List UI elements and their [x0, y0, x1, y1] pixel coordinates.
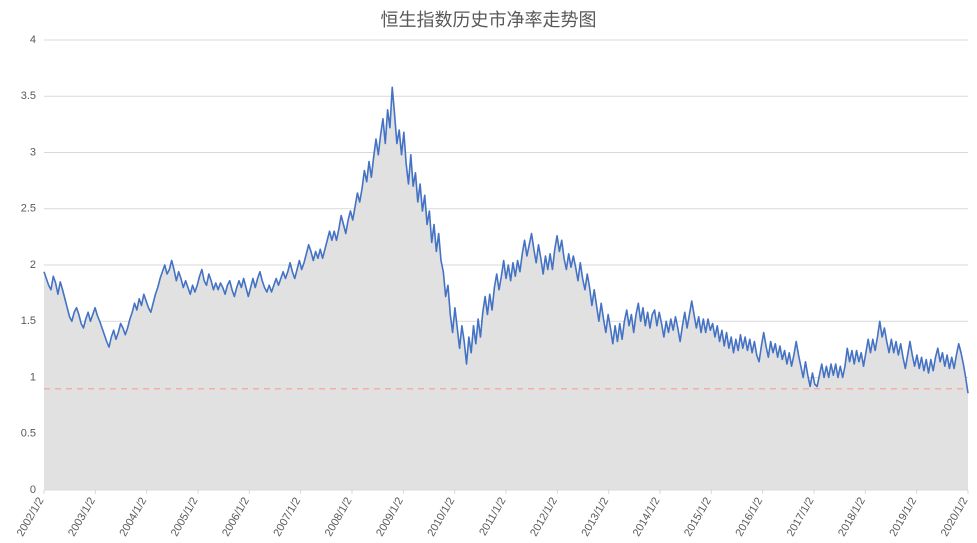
svg-text:2007/1/2: 2007/1/2 [271, 496, 303, 539]
svg-text:2017/1/2: 2017/1/2 [785, 496, 817, 539]
svg-text:2008/1/2: 2008/1/2 [323, 496, 355, 539]
svg-text:2012/1/2: 2012/1/2 [528, 496, 560, 539]
svg-text:2: 2 [30, 259, 36, 271]
svg-text:2014/1/2: 2014/1/2 [631, 496, 663, 539]
chart-svg: 0 0.5 1 1.5 2 2.5 3 3.5 4 2002/1/2 2003/1/2 2004/1/… [0, 0, 977, 543]
svg-text:2018/1/2: 2018/1/2 [836, 496, 868, 539]
svg-text:2015/1/2: 2015/1/2 [682, 496, 714, 539]
svg-text:1.5: 1.5 [21, 315, 36, 327]
svg-text:2019/1/2: 2019/1/2 [887, 496, 919, 539]
svg-text:3: 3 [30, 146, 36, 158]
svg-text:3.5: 3.5 [21, 90, 36, 102]
svg-text:2013/1/2: 2013/1/2 [579, 496, 611, 539]
svg-text:2020/1/2: 2020/1/2 [939, 496, 971, 539]
svg-text:2005/1/2: 2005/1/2 [169, 496, 201, 539]
svg-text:4: 4 [30, 34, 36, 46]
svg-text:2009/1/2: 2009/1/2 [374, 496, 406, 539]
svg-text:2006/1/2: 2006/1/2 [220, 496, 252, 539]
svg-text:2011/1/2: 2011/1/2 [477, 496, 508, 538]
svg-text:2004/1/2: 2004/1/2 [117, 496, 149, 539]
svg-text:1: 1 [30, 371, 36, 383]
chart-title: 恒生指数历史市净率走势图 [0, 6, 977, 32]
svg-text:2016/1/2: 2016/1/2 [733, 496, 765, 539]
svg-text:0: 0 [30, 484, 36, 496]
svg-text:0.5: 0.5 [21, 428, 36, 440]
svg-text:2003/1/2: 2003/1/2 [66, 496, 98, 539]
chart-container: 恒生指数历史市净率走势图 0 0.5 1 1.5 2 2.5 3 3.5 4 2002/1/2 20… [0, 0, 977, 543]
svg-text:2002/1/2: 2002/1/2 [15, 496, 47, 539]
svg-text:2010/1/2: 2010/1/2 [425, 496, 457, 539]
svg-text:2.5: 2.5 [21, 203, 36, 215]
